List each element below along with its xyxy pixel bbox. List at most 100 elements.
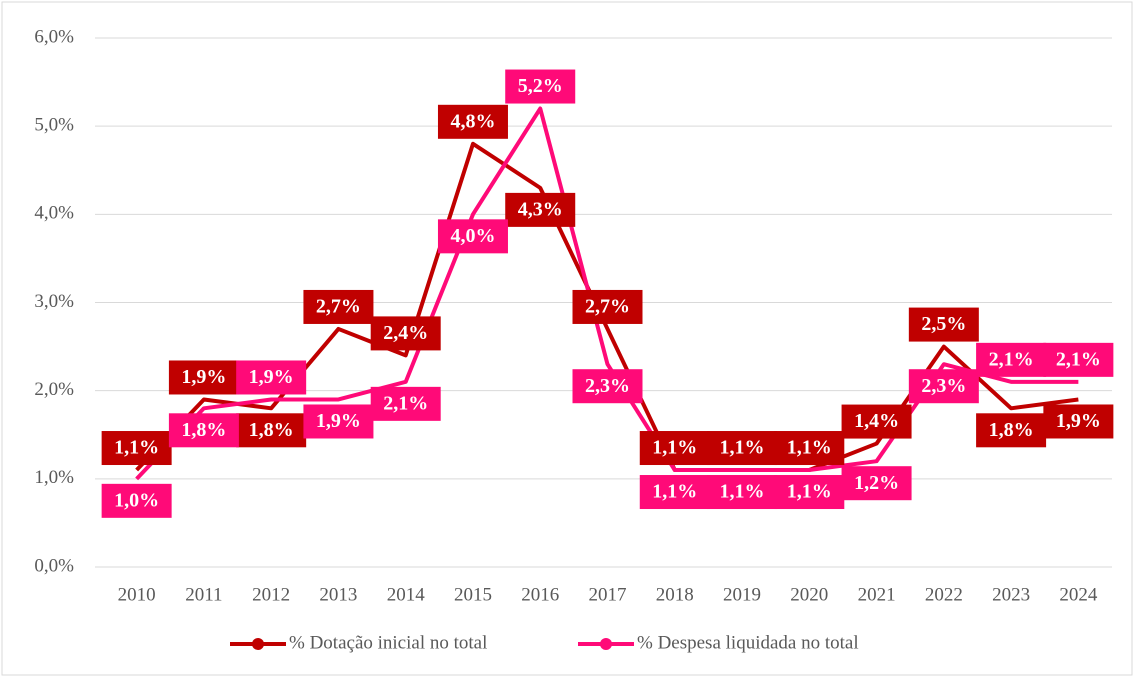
value-label-text: 2,7% — [316, 296, 361, 318]
value-label: 1,1% — [707, 475, 778, 510]
value-label-text: 1,1% — [114, 437, 159, 459]
value-label-box — [572, 369, 643, 404]
x-tick-label: 2024 — [1059, 584, 1098, 605]
y-tick-label: 3,0% — [34, 291, 74, 312]
value-label: 1,0% — [101, 483, 172, 518]
value-label-text: 2,4% — [383, 322, 428, 344]
value-label: 1,4% — [841, 404, 912, 439]
value-label: 1,1% — [707, 431, 778, 466]
value-label-text: 4,0% — [450, 225, 495, 247]
value-label: 2,1% — [370, 386, 441, 421]
value-label: 1,9% — [303, 404, 374, 439]
value-label-text: 1,8% — [249, 419, 294, 441]
value-label-text: 1,1% — [787, 437, 832, 459]
value-label-text: 4,3% — [518, 198, 563, 220]
x-tick-label: 2022 — [925, 584, 963, 605]
y-tick-label: 1,0% — [34, 467, 74, 488]
value-label-box — [505, 69, 576, 104]
value-label-box — [908, 369, 979, 404]
value-label: 1,1% — [774, 475, 845, 510]
value-label-text: 1,4% — [854, 410, 899, 432]
value-label: 5,2% — [505, 69, 576, 104]
value-label-text: 1,2% — [854, 472, 899, 494]
value-label-box — [303, 289, 374, 324]
value-label-text: 1,1% — [720, 481, 765, 503]
value-label-box — [437, 104, 508, 139]
x-tick-label: 2021 — [858, 584, 896, 605]
x-tick-label: 2023 — [992, 584, 1030, 605]
value-label-text: 1,9% — [181, 366, 226, 388]
x-tick-label: 2015 — [454, 584, 492, 605]
value-label-box — [774, 431, 845, 466]
y-tick-label: 2,0% — [34, 379, 74, 400]
value-label: 1,9% — [236, 360, 307, 395]
value-label: 4,0% — [437, 219, 508, 254]
value-label-box — [707, 431, 778, 466]
value-label: 1,9% — [168, 360, 239, 395]
y-tick-label: 5,0% — [34, 115, 74, 136]
x-tick-label: 2018 — [656, 584, 694, 605]
value-label: 2,1% — [1043, 342, 1114, 377]
value-label-text: 1,1% — [787, 481, 832, 503]
value-label-box — [572, 289, 643, 324]
y-tick-label: 0,0% — [34, 555, 74, 576]
legend-marker — [252, 638, 264, 650]
value-label-text: 1,1% — [720, 437, 765, 459]
value-label: 1,1% — [774, 431, 845, 466]
value-label: 1,2% — [841, 466, 912, 501]
legend-marker — [600, 638, 612, 650]
value-label-box — [236, 360, 307, 395]
x-tick-label: 2016 — [521, 584, 559, 605]
value-label: 2,4% — [370, 316, 441, 351]
x-tick-label: 2017 — [589, 584, 627, 605]
value-label-box — [707, 475, 778, 510]
value-label-text: 1,9% — [249, 366, 294, 388]
value-label-text: 1,8% — [181, 419, 226, 441]
value-label-box — [370, 386, 441, 421]
y-tick-label: 4,0% — [34, 203, 74, 224]
value-label: 1,1% — [639, 475, 710, 510]
value-label: 1,1% — [639, 431, 710, 466]
value-label-box — [101, 483, 172, 518]
value-label-text: 2,3% — [585, 375, 630, 397]
value-label: 4,8% — [437, 104, 508, 139]
value-label: 1,8% — [236, 413, 307, 448]
value-label: 1,1% — [101, 431, 172, 466]
value-label-box — [639, 431, 710, 466]
x-tick-label: 2014 — [387, 584, 426, 605]
value-label-text: 1,8% — [989, 419, 1034, 441]
value-label: 1,8% — [168, 413, 239, 448]
value-label-text: 2,7% — [585, 296, 630, 318]
value-label-text: 5,2% — [518, 75, 563, 97]
value-label-text: 1,0% — [114, 489, 159, 511]
x-tick-label: 2013 — [319, 584, 357, 605]
value-label-box — [639, 475, 710, 510]
value-label: 2,7% — [303, 289, 374, 324]
value-label-box — [976, 342, 1047, 377]
value-label-box — [370, 316, 441, 351]
value-label: 1,8% — [976, 413, 1047, 448]
value-label-box — [841, 466, 912, 501]
value-label-text: 2,1% — [989, 348, 1034, 370]
value-label: 1,9% — [1043, 404, 1114, 439]
value-label-text: 2,1% — [383, 392, 428, 414]
value-label: 4,3% — [505, 192, 576, 227]
x-tick-label: 2020 — [790, 584, 828, 605]
value-label-box — [774, 475, 845, 510]
value-label-text: 2,1% — [1056, 348, 1101, 370]
value-label-box — [1043, 342, 1114, 377]
x-tick-label: 2012 — [252, 584, 290, 605]
y-tick-label: 6,0% — [34, 26, 74, 47]
value-label-text: 1,9% — [316, 410, 361, 432]
value-label-box — [976, 413, 1047, 448]
value-label: 2,3% — [572, 369, 643, 404]
value-label-text: 4,8% — [450, 110, 495, 132]
x-tick-label: 2011 — [185, 584, 222, 605]
value-label-text: 1,9% — [1056, 410, 1101, 432]
value-label-box — [908, 307, 979, 342]
value-label-text: 1,1% — [652, 437, 697, 459]
x-tick-label: 2010 — [118, 584, 156, 605]
value-label-text: 1,1% — [652, 481, 697, 503]
value-label: 2,5% — [908, 307, 979, 342]
